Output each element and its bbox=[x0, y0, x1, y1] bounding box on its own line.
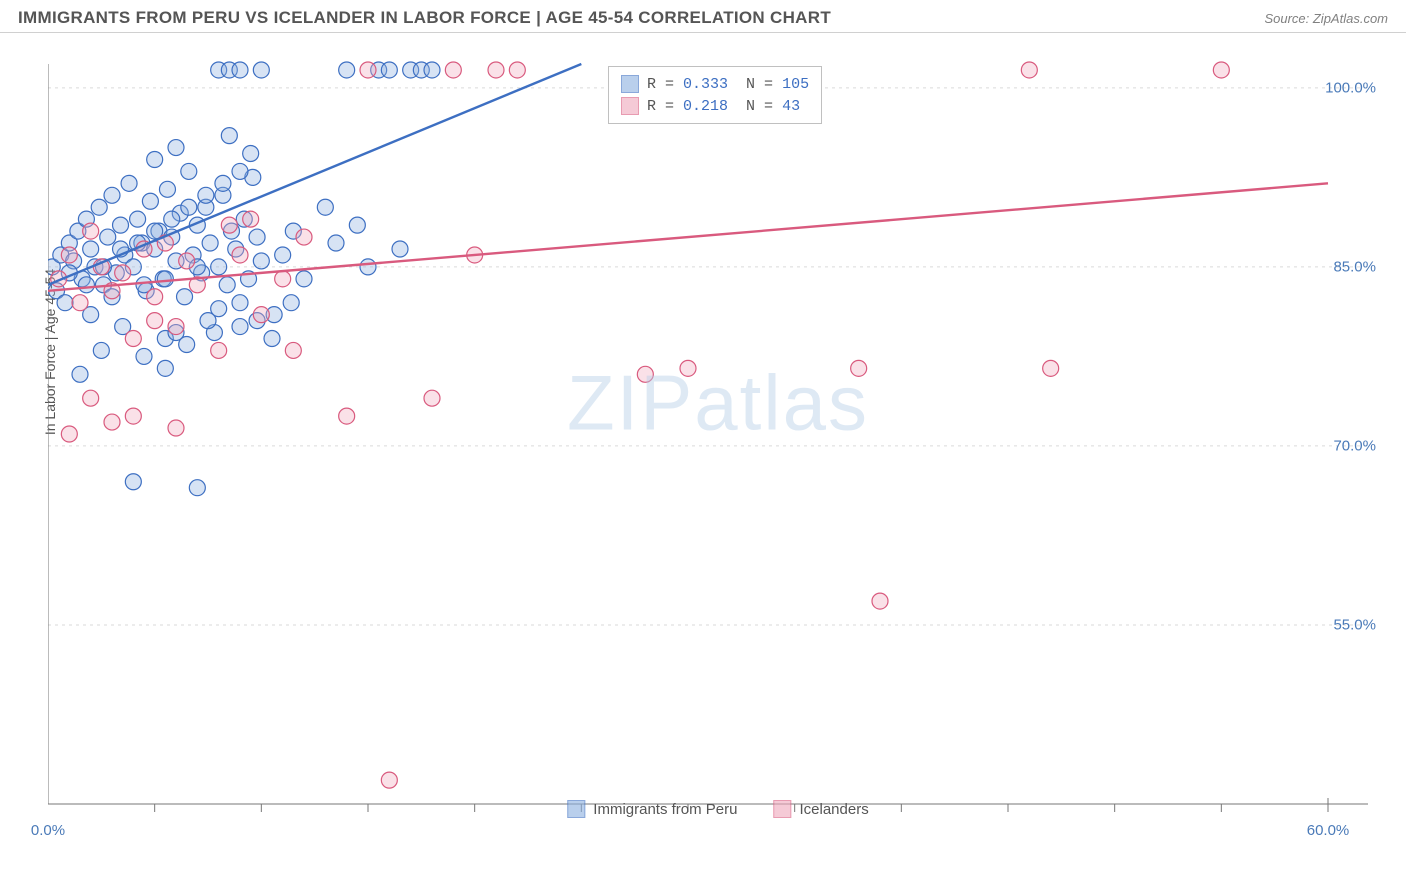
legend-swatch bbox=[773, 800, 791, 818]
stats-row: R = 0.218 N = 43 bbox=[621, 95, 809, 117]
legend-swatch bbox=[621, 75, 639, 93]
y-tick-label: 55.0% bbox=[1333, 616, 1376, 633]
stats-legend-box: R = 0.333 N = 105 R = 0.218 N = 43 bbox=[608, 66, 822, 124]
x-tick-label: 0.0% bbox=[31, 822, 65, 839]
y-tick-label: 100.0% bbox=[1325, 79, 1376, 96]
y-tick-label: 70.0% bbox=[1333, 437, 1376, 454]
stats-text: R = 0.333 N = 105 bbox=[647, 76, 809, 93]
chart-area: In Labor Force | Age 45-54 ZIPatlas 55.0… bbox=[48, 44, 1388, 824]
legend-item: Immigrants from Peru bbox=[567, 800, 737, 818]
bottom-legend: Immigrants from Peru Icelanders bbox=[567, 800, 868, 818]
legend-label: Icelanders bbox=[799, 801, 868, 818]
stats-text: R = 0.218 N = 43 bbox=[647, 98, 800, 115]
stats-row: R = 0.333 N = 105 bbox=[621, 73, 809, 95]
y-tick-label: 85.0% bbox=[1333, 258, 1376, 275]
scatter-plot bbox=[48, 44, 1388, 824]
title-bar: IMMIGRANTS FROM PERU VS ICELANDER IN LAB… bbox=[0, 0, 1406, 33]
legend-swatch bbox=[621, 97, 639, 115]
x-tick-label: 60.0% bbox=[1307, 822, 1350, 839]
source-label: Source: ZipAtlas.com bbox=[1264, 11, 1388, 26]
chart-title: IMMIGRANTS FROM PERU VS ICELANDER IN LAB… bbox=[18, 8, 831, 28]
legend-item: Icelanders bbox=[773, 800, 868, 818]
legend-swatch bbox=[567, 800, 585, 818]
legend-label: Immigrants from Peru bbox=[593, 801, 737, 818]
